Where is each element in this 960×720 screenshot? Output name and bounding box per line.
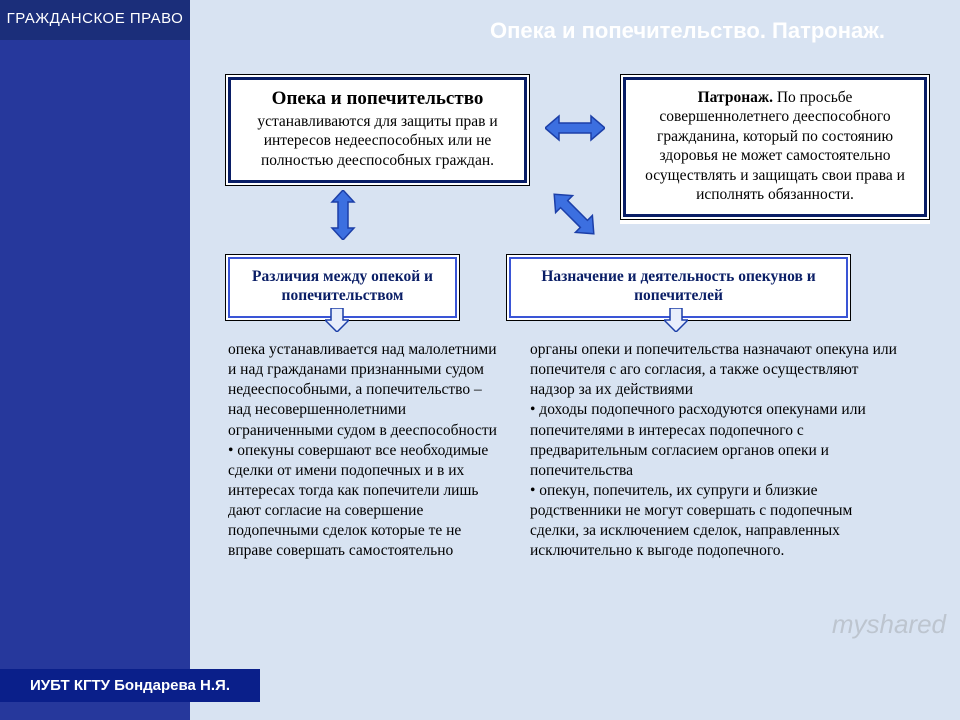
col-left-p2: • опекуны совершают все необходимые сдел…: [228, 441, 508, 562]
down-arrow-left-icon: [325, 308, 349, 332]
sidebar: ГРАЖДАНСКОЕ ПРАВО: [0, 0, 190, 720]
connector-horizontal-double-arrow-icon: [545, 114, 605, 142]
label-appointment-text: Назначение и деятельность опекунов и поп…: [525, 267, 832, 306]
col-right-p2: • доходы подопечного расходуются опекуна…: [530, 400, 900, 481]
box-guardianship-title: Опека и попечительство: [245, 88, 510, 112]
box-patronage-text: Патронаж. По просьбе совершеннолетнего д…: [640, 88, 910, 204]
sidebar-label: ГРАЖДАНСКОЕ ПРАВО: [0, 0, 190, 37]
column-differences-text: опека устанавливается над малолетними и …: [228, 340, 508, 562]
slide-root: ГРАЖДАНСКОЕ ПРАВО ИУБТ КГТУ Бондарева Н.…: [0, 0, 960, 720]
down-arrow-right-icon: [664, 308, 688, 332]
connector-vertical-double-arrow-icon: [330, 190, 356, 240]
box-patronage-body: По просьбе совершеннолетнего дееспособно…: [645, 89, 905, 203]
column-appointment-text: органы опеки и попечительства назначают …: [530, 340, 900, 562]
box-patronage-lead: Патронаж.: [698, 89, 773, 106]
label-differences-text: Различия между опекой и попечительством: [244, 267, 441, 306]
page-title: Опека и попечительство. Патронаж.: [190, 0, 960, 54]
box-guardianship-body: устанавливаются для защиты прав и интере…: [245, 112, 510, 170]
connector-diagonal-arrow-icon: [546, 186, 602, 242]
box-patronage: Патронаж. По просьбе совершеннолетнего д…: [620, 74, 930, 224]
col-left-p1: опека устанавливается над малолетними и …: [228, 340, 508, 441]
col-right-p3: • опекун, попечитель, их супруги и близк…: [530, 481, 900, 562]
col-right-p1: органы опеки и попечительства назначают …: [530, 340, 900, 400]
box-guardianship: Опека и попечительство устанавливаются д…: [225, 74, 530, 186]
